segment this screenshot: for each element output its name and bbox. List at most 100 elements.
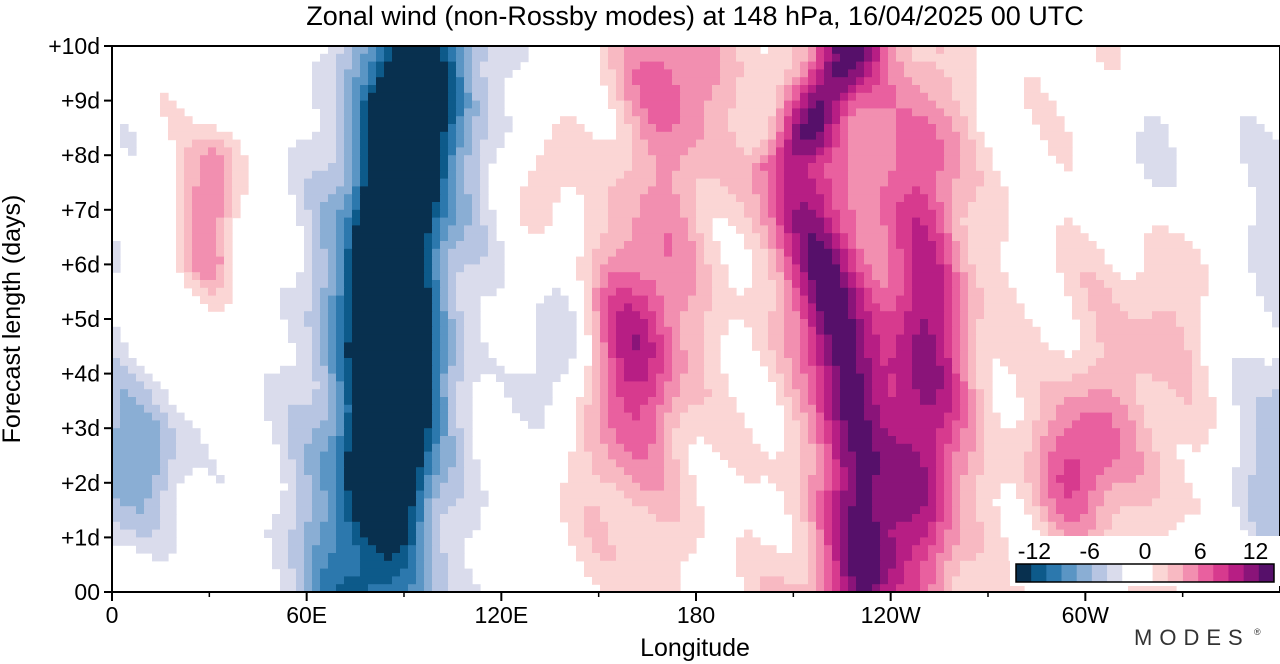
heatmap-cell [800,506,809,515]
heatmap-cell [432,350,441,359]
heatmap-cell [792,85,801,94]
heatmap-cell [784,217,793,226]
heatmap-cell [344,100,353,109]
heatmap-cell [1264,295,1280,304]
heatmap-cell [888,233,897,242]
heatmap-cell [912,514,937,523]
heatmap-cell [600,233,633,242]
heatmap-cell [776,116,785,125]
heatmap-cell [800,397,809,406]
heatmap-cell [864,287,873,297]
heatmap-cell [928,553,937,562]
heatmap-cell [928,116,953,125]
heatmap-cell [448,280,457,289]
heatmap-cell [1024,459,1041,468]
heatmap-cell [584,225,609,234]
heatmap-cell [480,108,489,117]
heatmap-cell [1048,420,1073,429]
heatmap-cell [464,170,481,180]
heatmap-cell [360,147,369,156]
heatmap-cell [136,545,177,554]
heatmap-cell [816,506,825,515]
heatmap-cell [968,420,977,429]
heatmap-cell [880,521,897,531]
heatmap-cell [1040,397,1065,406]
heatmap-cell [1248,163,1280,172]
y-tick-label: +4d [61,361,100,387]
heatmap-cell [1136,155,1177,164]
heatmap-cell [336,256,345,265]
heatmap-cell [784,412,793,421]
heatmap-cell [312,248,329,258]
heatmap-cell [1128,412,1145,421]
heatmap-cell [464,53,473,63]
heatmap-cell [672,178,697,187]
heatmap-cell [360,92,369,102]
heatmap-cell [464,358,497,367]
heatmap-cell [288,178,305,187]
heatmap-cell [1256,202,1280,211]
heatmap-cell [296,202,305,211]
heatmap-cell [944,584,953,592]
heatmap-cell [168,475,185,484]
heatmap-cell [944,381,953,390]
heatmap-cell [680,467,689,476]
heatmap-cell [320,381,329,390]
heatmap-cell [216,248,225,258]
heatmap-cell [1056,506,1089,515]
heatmap-cell [160,420,169,429]
heatmap-cell [472,202,481,211]
colorbar-swatch [1091,564,1108,582]
heatmap-cell [440,350,449,359]
heatmap-cell [744,576,761,585]
heatmap-cell [944,537,961,546]
heatmap-cell [592,287,601,297]
heatmap-cell [384,53,393,63]
heatmap-cell [320,225,337,234]
heatmap-cell [848,194,881,203]
heatmap-cell [928,482,937,492]
heatmap-cell [808,202,825,211]
heatmap-cell [1248,170,1280,180]
heatmap-cell [792,209,817,219]
heatmap-cell [312,295,321,304]
heatmap-cell [760,241,769,250]
heatmap-cell [776,108,785,117]
heatmap-cell [776,303,785,312]
heatmap-cell [920,506,937,515]
heatmap-cell [960,490,977,499]
heatmap-cell [352,428,425,437]
heatmap-cell [888,529,929,538]
heatmap-cell [232,155,249,164]
heatmap-cell [264,389,313,398]
heatmap-cell [960,521,985,531]
heatmap-cell [704,397,737,406]
heatmap-cell [1248,498,1280,507]
heatmap-cell [352,521,361,531]
heatmap-cell [784,490,801,499]
heatmap-cell [792,131,801,141]
heatmap-cell [1240,147,1280,156]
heatmap-cell [456,194,473,203]
heatmap-cell [728,116,769,125]
heatmap-cell [952,264,961,273]
heatmap-cell [448,46,457,55]
heatmap-cell [352,256,425,265]
heatmap-cell [784,381,793,390]
heatmap-cell [824,311,849,320]
colorbar-swatch [1198,564,1214,582]
heatmap-cell [320,350,329,359]
heatmap-cell [1040,506,1049,515]
heatmap-cell [440,186,449,195]
heatmap-cell [808,69,817,78]
heatmap-cell [592,389,601,398]
heatmap-cell [488,131,505,141]
heatmap-cell [296,475,313,484]
heatmap-cell [368,116,449,125]
heatmap-cell [584,568,681,577]
heatmap-cell [656,514,681,523]
heatmap-cell [184,147,209,156]
heatmap-cell [960,498,977,507]
heatmap-cell [936,194,953,203]
heatmap-cell [480,69,513,78]
